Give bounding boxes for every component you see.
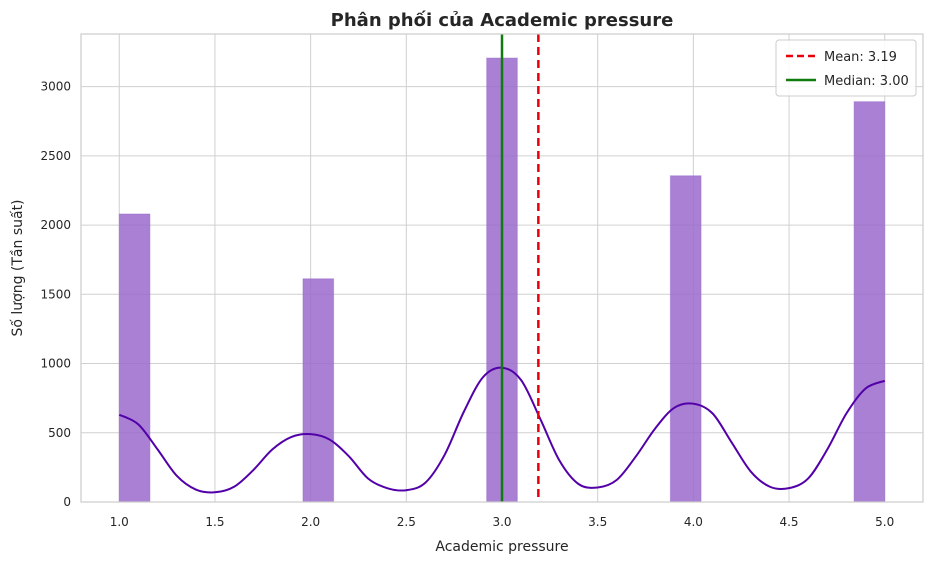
x-tick-label: 3.0 (492, 515, 511, 529)
legend-median-label: Median: 3.00 (824, 74, 909, 89)
legend-box (775, 39, 917, 97)
y-axis-label: Số lượng (Tần suất) (9, 199, 26, 336)
x-tick-label: 4.5 (779, 515, 798, 529)
x-tick-label: 2.5 (397, 515, 416, 529)
x-axis-label: Academic pressure (435, 539, 568, 555)
legend-mean-label: Mean: 3.19 (824, 50, 897, 65)
y-tick-label: 0 (63, 495, 71, 509)
y-tick-label: 500 (48, 426, 71, 440)
chart-title: Phân phối của Academic pressure (331, 10, 674, 31)
histogram-bar (118, 213, 151, 503)
y-tick-label: 1500 (40, 287, 71, 301)
x-tick-label: 1.5 (205, 515, 224, 529)
x-tick-label: 1.0 (110, 515, 129, 529)
x-tick-label: 5.0 (875, 515, 894, 529)
y-tick-label: 2000 (40, 218, 71, 232)
ticks-layer: 1.0 1.5 2.0 2.5 3.0 3.5 4.0 4.5 5.0 0 500 1000 1500 2… (40, 80, 894, 529)
histogram-bar (853, 101, 886, 503)
x-tick-label: 2.0 (301, 515, 320, 529)
y-tick-label: 3000 (40, 80, 71, 94)
reference-lines (500, 34, 540, 502)
plot-frame (80, 33, 924, 503)
y-tick-label: 2500 (40, 149, 71, 163)
histogram-bar (302, 278, 335, 503)
histogram-bar (669, 175, 702, 503)
x-tick-label: 3.5 (588, 515, 607, 529)
legend: Mean: 3.19 Median: 3.00 (775, 39, 917, 97)
y-tick-label: 1000 (40, 357, 71, 371)
x-tick-label: 4.0 (684, 515, 703, 529)
